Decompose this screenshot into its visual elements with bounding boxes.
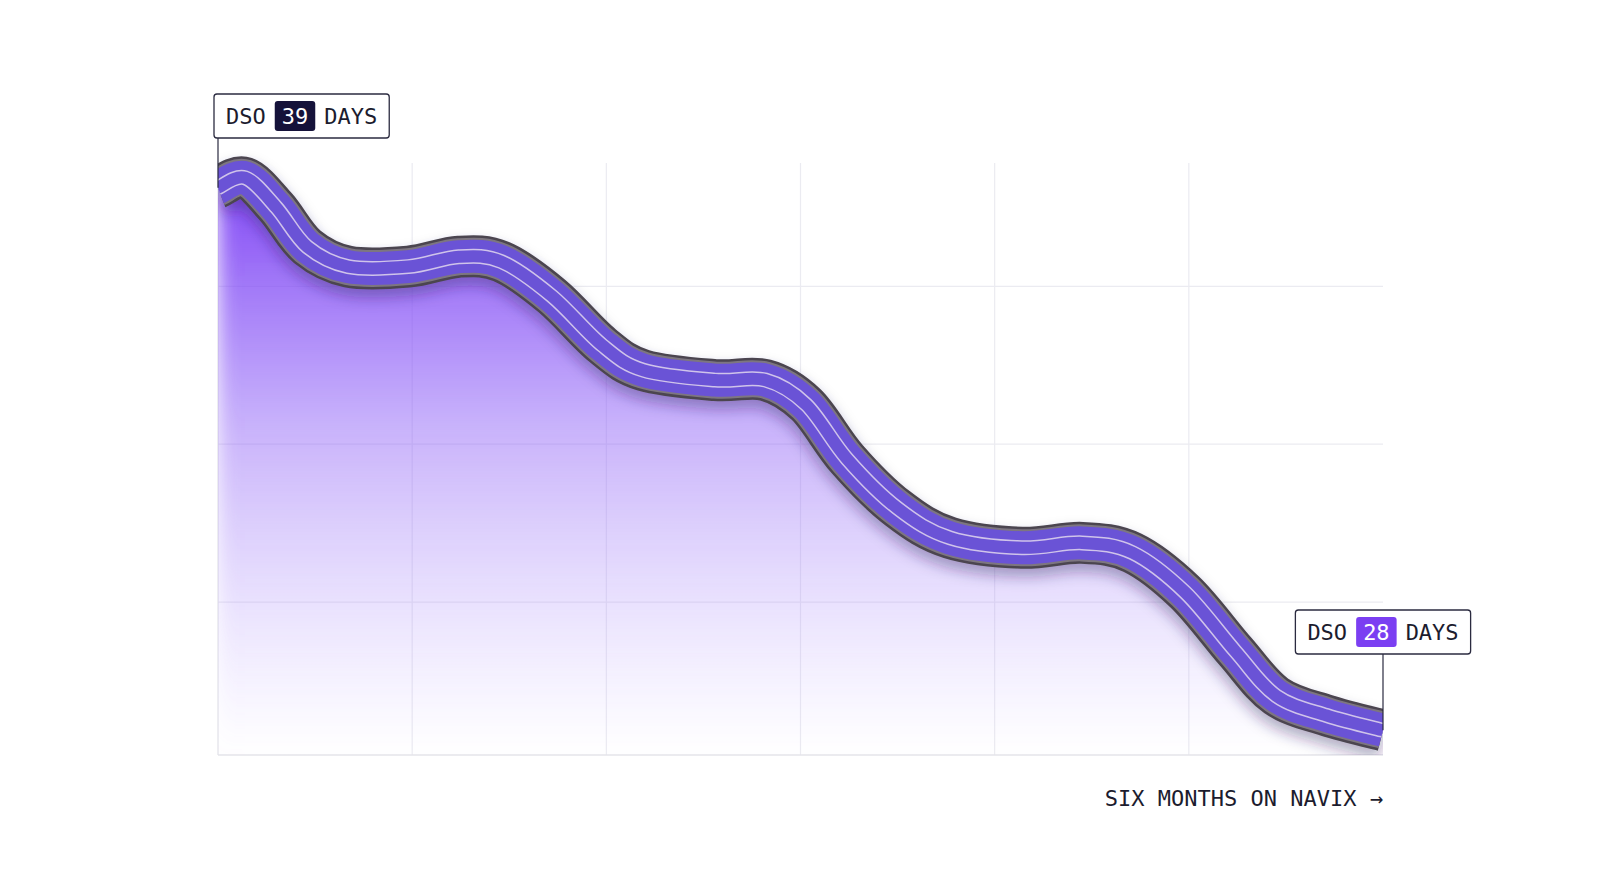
road [218,177,1383,730]
callout-badge [275,101,316,131]
callout-name: DSO [1307,620,1347,645]
area [218,177,1383,755]
chart: DSO 39 DAYS DSO 28 DAYS SIX MONTHS ON NAVIX → [0,0,1600,893]
value-callout: DSO 28 DAYS [1295,610,1470,654]
value-callout: DSO 39 DAYS [214,94,389,138]
callout-box [1295,610,1470,654]
callout-unit: DAYS [324,104,377,129]
callout-value: 28 [1363,620,1390,645]
callout-name: DSO [226,104,266,129]
lane-lines [218,177,1383,730]
callout-box [214,94,389,138]
callout-unit: DAYS [1406,620,1459,645]
callout-value: 39 [282,104,309,129]
lane-fill [218,177,1383,730]
grid [218,163,1383,755]
road-edge [218,177,1383,730]
x-axis-title: SIX MONTHS ON NAVIX → [1105,786,1383,811]
callout-leader [1382,654,1383,730]
plot-area [218,177,1383,755]
road-shoulder [218,177,1383,730]
callout-badge [1356,617,1397,647]
callout-leader [217,138,218,188]
line [218,177,1383,730]
